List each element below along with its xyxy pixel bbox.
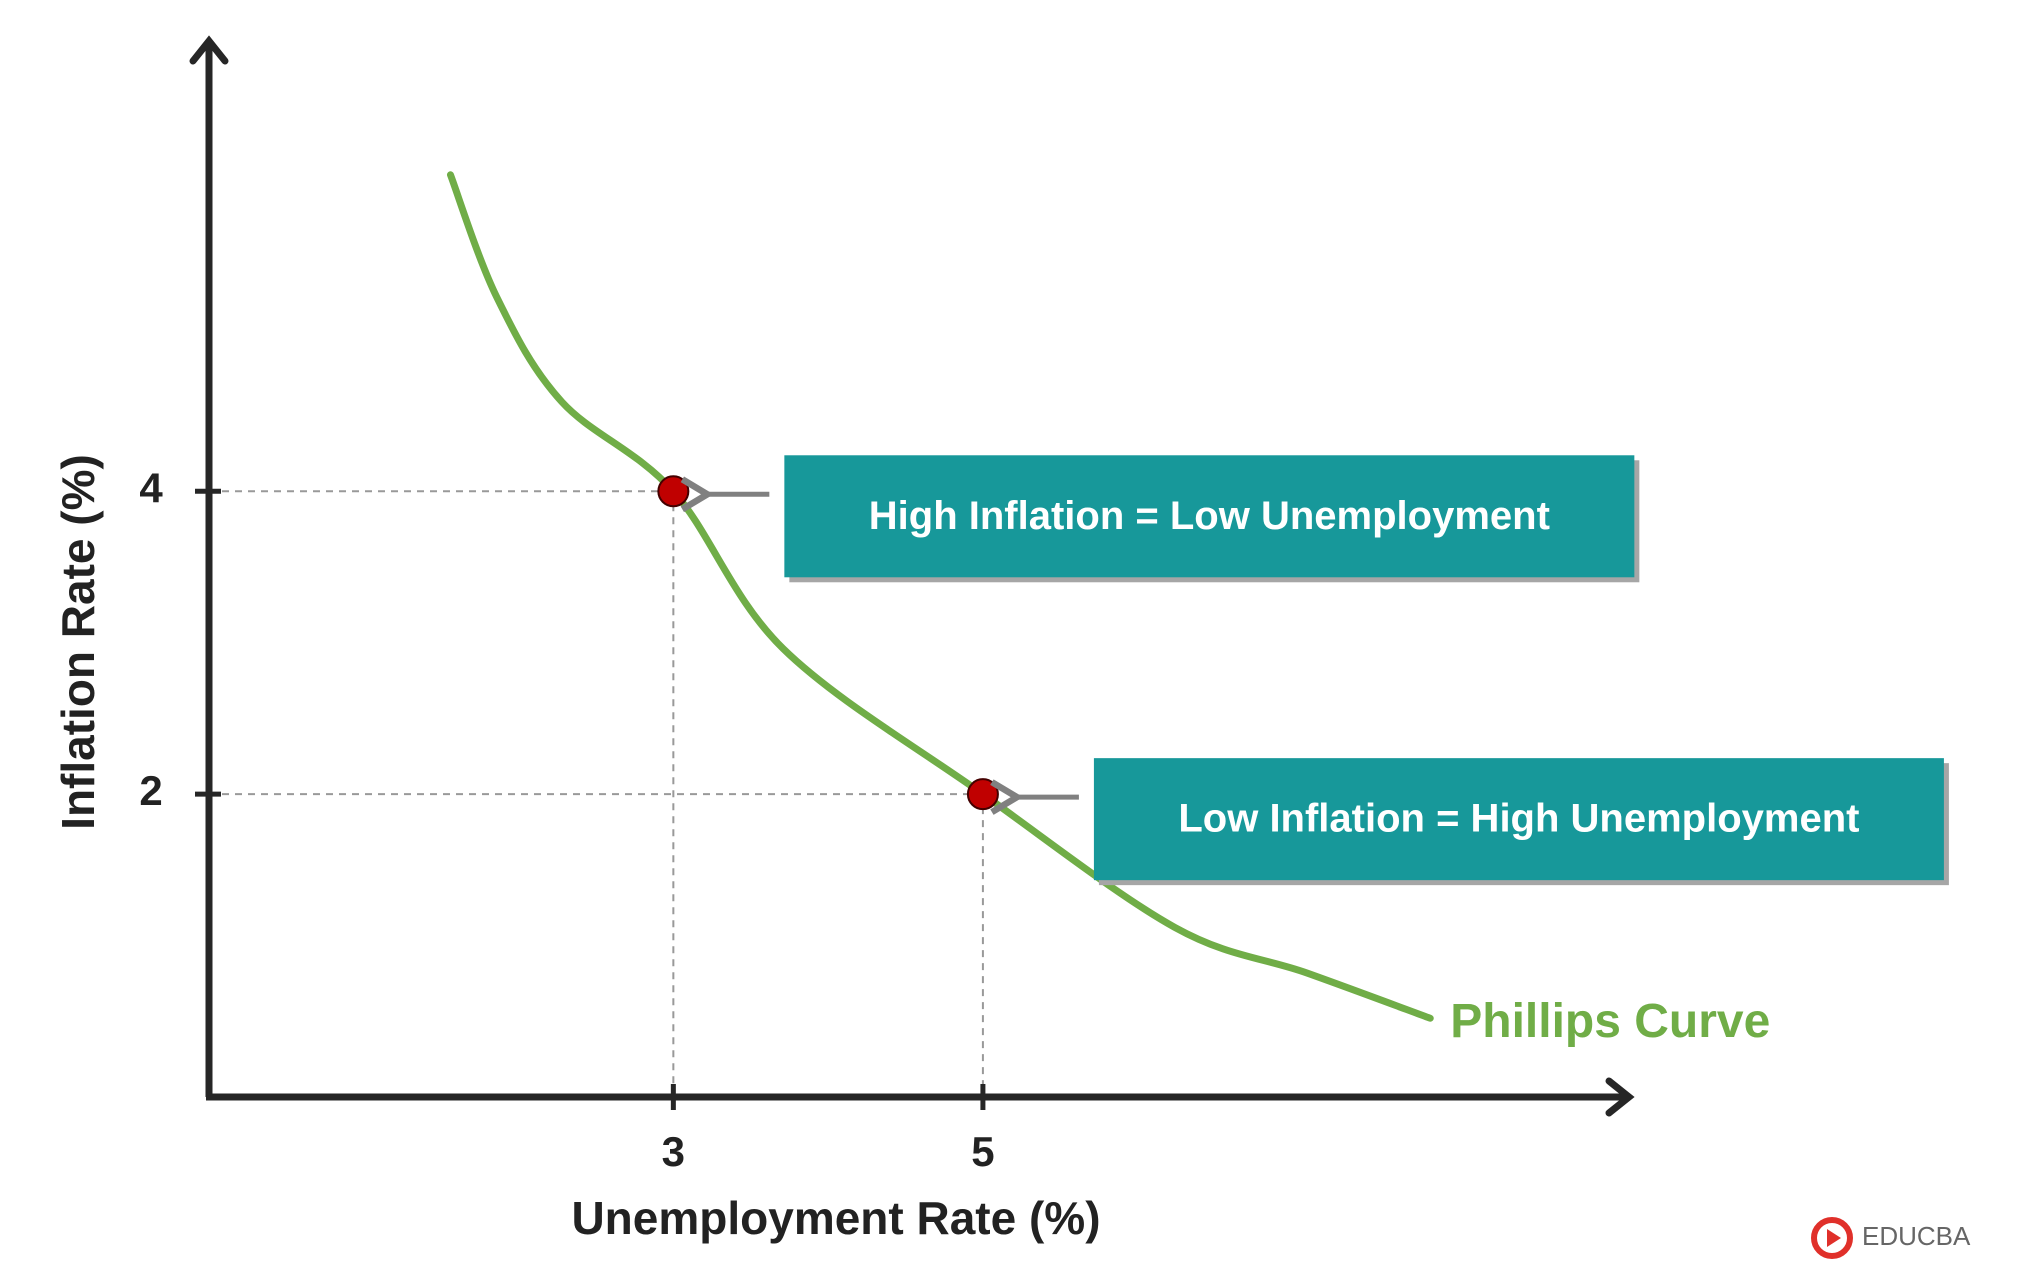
y-axis-arrow bbox=[189, 35, 229, 65]
y-tick-label: 4 bbox=[139, 464, 163, 511]
y-axis-label: Inflation Rate (%) bbox=[52, 454, 104, 830]
watermark-text: EDUCBA bbox=[1862, 1221, 1971, 1251]
annotation-box bbox=[1093, 758, 1944, 881]
x-tick-label: 5 bbox=[971, 1128, 994, 1175]
point bbox=[657, 475, 690, 508]
y-tick-label: 2 bbox=[139, 767, 162, 814]
logo-play bbox=[1827, 1229, 1841, 1247]
x-axis-arrow bbox=[1605, 1077, 1635, 1117]
curve-label: Phillips Curve bbox=[1450, 995, 1770, 1048]
watermark: EDUCBA bbox=[1811, 1217, 1971, 1259]
annotation-text: Low Inflation = High Unemployment bbox=[1178, 797, 1859, 841]
logo bbox=[1811, 1217, 1853, 1259]
x-tick-label: 3 bbox=[662, 1128, 685, 1175]
point bbox=[966, 778, 999, 811]
curve bbox=[446, 171, 1434, 1022]
x-axis-label: Unemployment Rate (%) bbox=[571, 1192, 1100, 1244]
annotation-box bbox=[784, 455, 1635, 578]
annotation-text: High Inflation = Low Unemployment bbox=[869, 494, 1550, 538]
